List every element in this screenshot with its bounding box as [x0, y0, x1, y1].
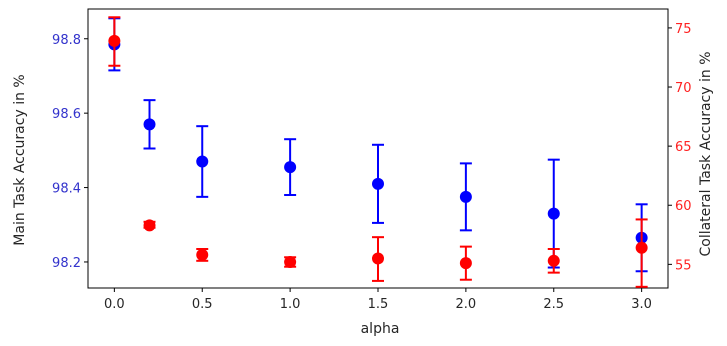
- collateral-task-point: [372, 252, 384, 264]
- collateral-task-point: [636, 242, 648, 254]
- left-y-tick-label: 98.8: [52, 33, 81, 48]
- left-y-tick-label: 98.6: [52, 107, 81, 122]
- x-tick-label: 0.5: [192, 297, 213, 312]
- x-tick-label: 2.0: [456, 297, 477, 312]
- main-task-point: [144, 118, 156, 130]
- collateral-task-point: [196, 249, 208, 261]
- main-task-point: [284, 161, 296, 173]
- collateral-task-point: [144, 219, 156, 231]
- right-y-tick-label: 60: [675, 199, 692, 214]
- right-y-axis-label: Collateral Task Accuracy in %: [698, 51, 714, 256]
- x-axis-ticks: 0.0 0.5 1.0 1.5 2.0 2.5 3.0: [104, 288, 652, 312]
- right-y-tick-label: 65: [675, 140, 692, 155]
- right-y-tick-label: 70: [675, 81, 692, 96]
- main-task-point: [460, 191, 472, 203]
- left-y-axis-ticks: 98.2 98.4 98.6 98.8: [52, 33, 88, 271]
- x-axis-label: alpha: [361, 321, 400, 337]
- collateral-task-point: [284, 256, 296, 268]
- x-tick-label: 1.0: [280, 297, 301, 312]
- main-task-point: [372, 178, 384, 190]
- x-tick-label: 2.5: [543, 297, 564, 312]
- collateral-task-point: [460, 257, 472, 269]
- left-y-tick-label: 98.4: [52, 182, 81, 197]
- x-tick-label: 1.5: [368, 297, 389, 312]
- right-y-tick-label: 55: [675, 258, 692, 273]
- x-tick-label: 0.0: [104, 297, 125, 312]
- right-y-axis-ticks: 55 60 65 70 75: [668, 22, 692, 273]
- collateral-task-point: [548, 255, 560, 267]
- right-y-tick-label: 75: [675, 22, 692, 37]
- x-tick-label: 3.0: [631, 297, 652, 312]
- main-task-point: [196, 156, 208, 168]
- main-task-point: [548, 208, 560, 220]
- collateral-task-point: [108, 35, 120, 47]
- left-y-tick-label: 98.2: [52, 256, 81, 271]
- data-marks: [108, 17, 647, 287]
- left-y-axis-label: Main Task Accuracy in %: [12, 74, 28, 245]
